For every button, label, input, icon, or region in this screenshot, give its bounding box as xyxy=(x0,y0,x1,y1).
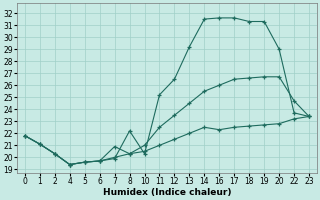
X-axis label: Humidex (Indice chaleur): Humidex (Indice chaleur) xyxy=(103,188,231,197)
